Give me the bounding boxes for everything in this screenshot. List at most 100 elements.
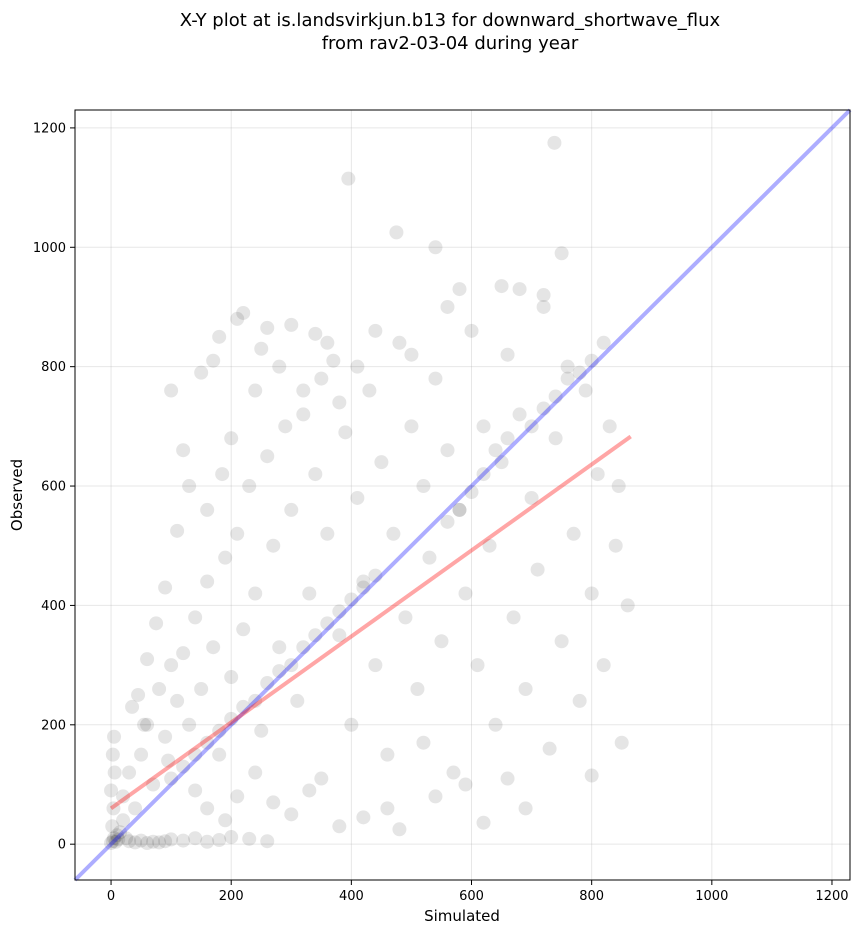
data-point	[188, 610, 203, 625]
data-point	[512, 282, 527, 297]
data-point	[464, 485, 479, 500]
data-point	[146, 834, 161, 849]
data-point	[458, 777, 473, 792]
data-point	[212, 747, 227, 762]
data-point	[176, 646, 191, 661]
data-point	[284, 502, 299, 517]
reference-lines	[73, 108, 852, 882]
data-point	[116, 789, 131, 804]
data-point	[554, 246, 569, 261]
data-point	[105, 819, 120, 834]
data-point	[380, 747, 395, 762]
y-tick-label: 400	[41, 599, 66, 614]
data-point	[368, 323, 383, 338]
data-point	[104, 783, 119, 798]
data-point	[344, 592, 359, 607]
data-point	[128, 801, 143, 816]
data-point	[302, 586, 317, 601]
data-point	[584, 586, 599, 601]
data-point	[547, 135, 562, 150]
data-point	[374, 455, 389, 470]
data-point	[368, 658, 383, 673]
data-point	[488, 717, 503, 732]
data-point	[128, 835, 143, 850]
data-point	[344, 717, 359, 732]
data-point	[452, 502, 467, 517]
data-point	[111, 832, 126, 847]
data-point	[108, 834, 123, 849]
data-point	[338, 425, 353, 440]
data-point	[200, 574, 215, 589]
data-point	[125, 699, 140, 714]
data-point	[536, 299, 551, 314]
data-point	[440, 443, 455, 458]
data-point	[356, 580, 371, 595]
regression-line	[109, 434, 632, 810]
x-tick-label: 200	[219, 889, 244, 904]
data-point	[137, 717, 152, 732]
x-tick-label: 600	[459, 889, 484, 904]
data-point	[404, 347, 419, 362]
data-point	[236, 305, 251, 320]
data-point	[152, 681, 167, 696]
data-point	[164, 658, 179, 673]
data-point	[518, 681, 533, 696]
data-point	[434, 634, 449, 649]
data-point	[254, 723, 269, 738]
data-point	[236, 622, 251, 637]
data-point	[224, 670, 239, 685]
data-point	[512, 407, 527, 422]
data-point	[542, 741, 557, 756]
data-point	[176, 759, 191, 774]
data-point	[113, 825, 128, 840]
data-point	[476, 467, 491, 482]
data-point	[224, 830, 239, 845]
data-point	[380, 801, 395, 816]
x-tick-label: 1200	[815, 889, 848, 904]
data-point	[194, 365, 209, 380]
data-point	[206, 353, 221, 368]
data-point	[458, 586, 473, 601]
y-tick-label: 0	[58, 838, 66, 853]
data-point	[536, 288, 551, 303]
data-point	[476, 419, 491, 434]
data-point	[134, 747, 149, 762]
data-point	[212, 329, 227, 344]
data-point	[248, 693, 263, 708]
data-point	[188, 783, 203, 798]
x-tick-label: 1000	[695, 889, 728, 904]
data-point	[284, 317, 299, 332]
data-point	[590, 467, 605, 482]
data-point	[572, 365, 587, 380]
data-point	[548, 389, 563, 404]
data-point	[284, 658, 299, 673]
data-point	[212, 723, 227, 738]
data-point	[560, 359, 575, 374]
data-point	[122, 834, 137, 849]
data-point	[230, 526, 245, 541]
identity-line	[73, 108, 852, 882]
data-point	[296, 640, 311, 655]
data-point	[530, 562, 545, 577]
data-point	[332, 628, 347, 643]
data-point	[284, 807, 299, 822]
data-point	[524, 490, 539, 505]
data-point	[608, 538, 623, 553]
data-point	[554, 634, 569, 649]
data-point	[200, 502, 215, 517]
data-point	[320, 616, 335, 631]
data-point	[350, 359, 365, 374]
data-point	[398, 610, 413, 625]
data-point	[206, 640, 221, 655]
data-point	[116, 813, 131, 828]
data-point	[500, 771, 515, 786]
x-tick-label: 400	[339, 889, 364, 904]
data-point	[105, 834, 120, 849]
data-point	[272, 664, 287, 679]
data-point	[272, 359, 287, 374]
data-point	[566, 526, 581, 541]
data-point	[440, 299, 455, 314]
data-point	[314, 371, 329, 386]
data-point	[422, 550, 437, 565]
data-point	[200, 801, 215, 816]
